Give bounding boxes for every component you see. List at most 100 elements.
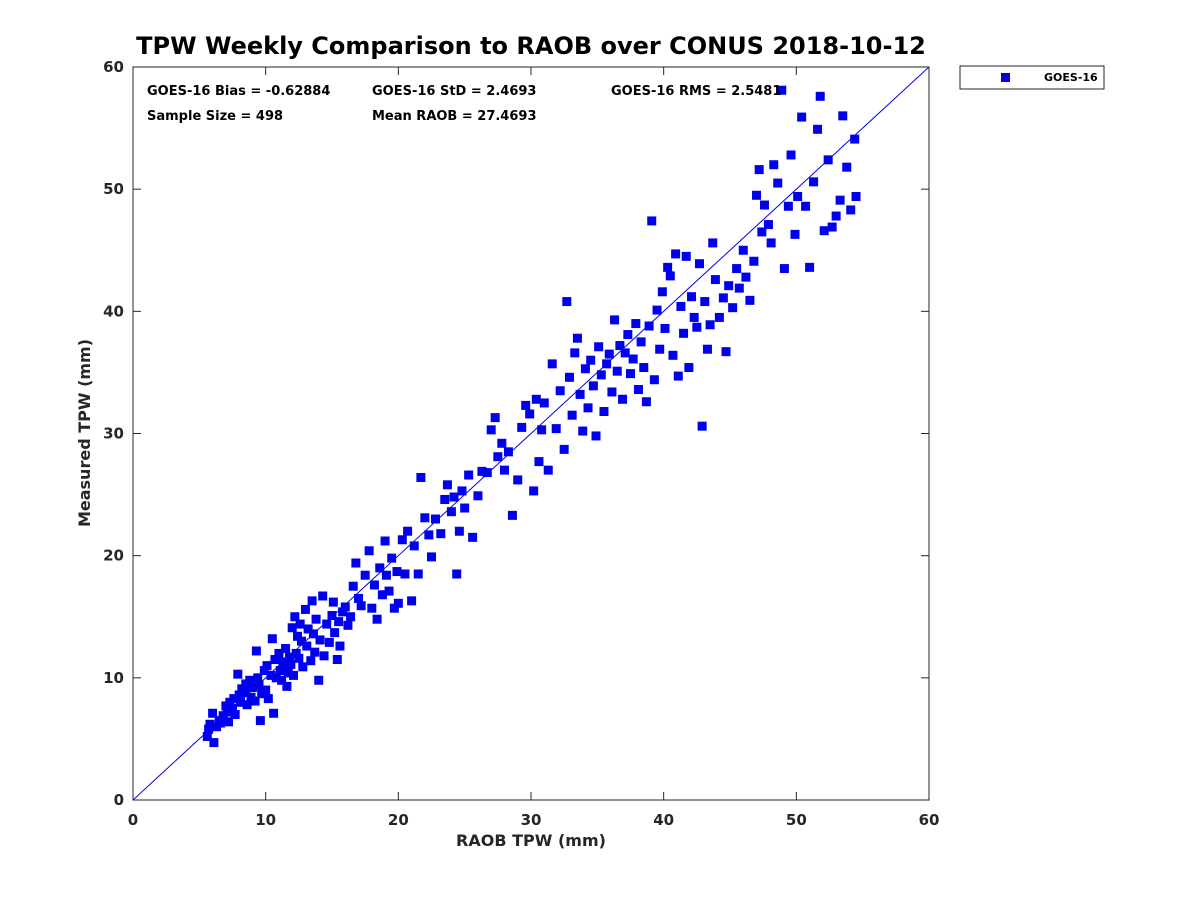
data-point (684, 363, 694, 373)
data-point (205, 719, 215, 729)
data-point (631, 319, 641, 329)
data-point (745, 295, 755, 305)
y-tick-label: 10 (103, 669, 124, 687)
data-point (633, 385, 643, 395)
data-point (657, 287, 667, 297)
data-point (442, 480, 452, 490)
data-point (694, 259, 704, 269)
data-point (580, 364, 590, 374)
x-tick-label: 10 (255, 811, 276, 829)
data-point (763, 220, 773, 230)
data-point (641, 397, 651, 407)
data-point (724, 281, 734, 291)
data-point (517, 422, 527, 432)
data-point (233, 669, 243, 679)
data-point (769, 160, 779, 170)
data-point (348, 581, 358, 591)
data-point (537, 425, 547, 435)
data-point (319, 651, 329, 661)
data-point (295, 619, 305, 629)
data-point (228, 703, 237, 713)
data-point (247, 683, 257, 693)
data-point (738, 245, 748, 255)
x-tick-label: 40 (653, 811, 674, 829)
data-point (285, 652, 295, 662)
data-point (705, 320, 715, 330)
data-point (754, 165, 764, 175)
data-point (377, 590, 387, 600)
data-point (250, 696, 260, 706)
data-point (728, 303, 738, 313)
y-tick-label: 20 (103, 547, 124, 565)
data-point (322, 619, 332, 629)
data-point (440, 494, 450, 504)
data-point (497, 438, 507, 448)
data-point (851, 191, 861, 201)
data-point (413, 569, 423, 579)
data-point (266, 670, 276, 680)
data-point (468, 532, 478, 542)
data-point (274, 648, 284, 658)
data-point (801, 201, 811, 211)
stat-std: GOES-16 StD = 2.4693 (372, 84, 536, 99)
data-point (328, 597, 338, 607)
data-point (477, 466, 487, 476)
data-point (300, 604, 310, 614)
data-point (721, 347, 731, 357)
data-point (586, 355, 596, 365)
data-point (255, 716, 265, 726)
y-tick-label: 30 (103, 425, 124, 443)
data-point (356, 601, 366, 611)
data-point (562, 297, 572, 307)
data-point (446, 507, 456, 517)
data-point (482, 468, 492, 478)
data-point (452, 569, 462, 579)
data-point (610, 315, 620, 325)
data-point (380, 536, 390, 546)
data-point (294, 653, 304, 663)
data-point (564, 372, 574, 382)
data-point (420, 513, 430, 523)
data-point (253, 673, 263, 683)
data-point (261, 685, 271, 695)
data-point (644, 321, 654, 331)
data-point (534, 457, 544, 467)
x-axis-ticks: 0 10 20 30 40 50 60 (128, 67, 939, 829)
data-point (555, 386, 565, 396)
x-tick-label: 50 (786, 811, 807, 829)
data-point (235, 697, 245, 707)
data-point (310, 647, 320, 657)
data-point (486, 425, 496, 435)
data-point (375, 563, 385, 573)
data-point (647, 216, 657, 226)
data-point (318, 591, 328, 601)
data-point (259, 666, 269, 676)
data-point (216, 718, 226, 728)
data-point (623, 330, 633, 340)
data-point (503, 447, 513, 457)
data-point (551, 424, 561, 434)
data-point (543, 465, 553, 475)
data-point (327, 611, 337, 621)
one-to-one-line (133, 67, 929, 800)
data-point (652, 305, 662, 315)
data-point (539, 398, 549, 408)
data-point (578, 426, 588, 436)
stat-bias: GOES-16 Bias = -0.62884 (147, 84, 330, 99)
data-point (364, 546, 374, 556)
data-point (314, 675, 324, 685)
data-point (618, 394, 628, 404)
data-point (596, 370, 606, 380)
data-point (710, 275, 720, 285)
data-point (649, 375, 659, 385)
data-point (708, 238, 718, 248)
y-axis-label: Measured TPW (mm) (75, 339, 94, 527)
data-point (773, 178, 783, 188)
data-point (567, 410, 577, 420)
data-point (384, 586, 394, 596)
data-point (381, 570, 391, 580)
data-point (427, 552, 436, 562)
data-point (291, 648, 301, 658)
data-point (815, 91, 825, 101)
